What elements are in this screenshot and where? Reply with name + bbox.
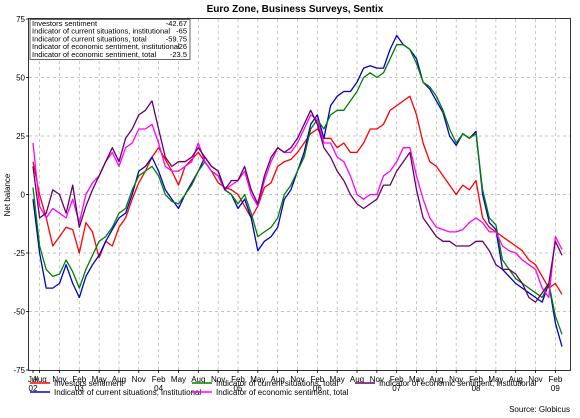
y-tick-label: 50 <box>16 74 25 83</box>
series-line-5 <box>32 100 563 303</box>
x-tick-label: Nov <box>52 375 66 384</box>
value-table-value: -65 <box>176 27 187 36</box>
y-tick-label: 0 <box>21 191 26 200</box>
value-table-label: Indicator of economic sentiment, institu… <box>32 42 180 51</box>
legend-label: Investors sentiment <box>54 379 124 388</box>
x-tick-label: Nov <box>290 375 304 384</box>
gridlines <box>29 19 570 370</box>
x-tick-label: Nov <box>132 375 146 384</box>
y-axis: -75 -50 -25 0 25 50 75 <box>13 15 29 375</box>
x-year-label: 03 <box>75 384 84 393</box>
x-tick-label: Nov <box>211 375 225 384</box>
x-year-label: 05 <box>234 384 243 393</box>
y-tick-label: 25 <box>16 132 25 141</box>
x-tick-label: Jul <box>28 375 38 384</box>
x-tick-label: Nov <box>528 375 542 384</box>
x-tick-label: Aug <box>191 375 205 384</box>
x-tick-label: Aug <box>271 375 285 384</box>
legend-label: Indicator of current situations, institu… <box>54 388 201 397</box>
x-year-label: 04 <box>154 384 163 393</box>
x-year-label: 09 <box>551 384 560 393</box>
x-tick-label: Aug <box>429 375 443 384</box>
x-tick-label: Nov <box>449 375 463 384</box>
series-lines <box>32 34 563 347</box>
source-note: Source: Globicus <box>509 405 570 414</box>
series-line-1 <box>32 95 563 295</box>
legend-label: Indicator of economic sentiment, institu… <box>379 379 537 388</box>
y-tick-label: -75 <box>13 366 25 375</box>
x-tick-label: Nov <box>370 375 384 384</box>
x-year-label: 06 <box>313 384 322 393</box>
legend-label: Indicator of economic sentiment, total <box>216 388 349 397</box>
y-tick-label: -50 <box>13 308 25 317</box>
x-year-label: 08 <box>472 384 481 393</box>
x-tick-label: Feb <box>152 375 166 384</box>
x-tick-label: Feb <box>469 375 483 384</box>
value-table-box <box>29 19 191 60</box>
x-tick-label: Feb <box>390 375 404 384</box>
y-axis-label: Net balance <box>3 173 12 216</box>
x-tick-label: May <box>488 375 503 384</box>
series-line-4 <box>32 114 563 299</box>
x-tick-label: Aug <box>112 375 126 384</box>
legend-label: Indicator of current situations, total <box>216 379 339 388</box>
value-table-label: Investors sentiment <box>32 19 98 28</box>
value-table-value: -23.5 <box>170 50 187 59</box>
value-table-value: -26 <box>176 42 187 51</box>
x-year-label: 02 <box>29 384 38 393</box>
x-tick-label: May <box>409 375 424 384</box>
x-tick-label: Feb <box>231 375 245 384</box>
y-tick-label: 75 <box>16 15 25 24</box>
x-year-label: 07 <box>392 384 401 393</box>
value-table-label: Indicator of current situations, institu… <box>32 27 170 36</box>
x-tick-label: May <box>92 375 107 384</box>
x-tick-label: Aug <box>509 375 523 384</box>
x-tick-label: May <box>250 375 265 384</box>
x-tick-label: Aug <box>32 375 46 384</box>
series-line-3 <box>32 44 563 335</box>
chart-title: Euro Zone, Business Surveys, Sentix <box>207 4 384 15</box>
x-tick-label: May <box>330 375 345 384</box>
value-table-value: -59.75 <box>166 34 187 43</box>
value-table-label: Indicator of current situations, total <box>32 34 147 43</box>
value-table-label: Indicator of economic sentiment, total <box>32 50 157 59</box>
value-table-value: -42.67 <box>166 19 187 28</box>
x-tick-label: Feb <box>310 375 324 384</box>
y-tick-label: -25 <box>13 249 25 258</box>
x-tick-label: Aug <box>350 375 364 384</box>
x-tick-label: Feb <box>548 375 562 384</box>
x-tick-label: May <box>171 375 186 384</box>
x-tick-label: Feb <box>72 375 86 384</box>
